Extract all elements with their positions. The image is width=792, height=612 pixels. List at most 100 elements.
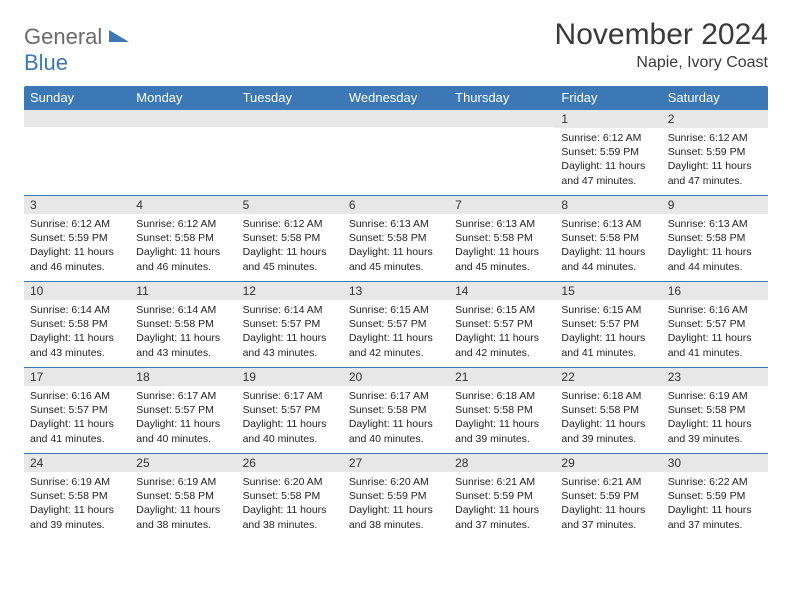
day-number: 28 <box>449 454 555 472</box>
sunset-line: Sunset: 5:57 PM <box>243 403 337 417</box>
calendar-cell: 25Sunrise: 6:19 AMSunset: 5:58 PMDayligh… <box>130 453 236 539</box>
sunrise-line: Sunrise: 6:12 AM <box>561 131 655 145</box>
day-header: Tuesday <box>237 86 343 109</box>
daylight-line: Daylight: 11 hours and 43 minutes. <box>243 331 337 359</box>
logo-sub: Blue <box>24 50 68 75</box>
day-data: Sunrise: 6:20 AMSunset: 5:59 PMDaylight:… <box>343 472 449 534</box>
day-number: 14 <box>449 282 555 300</box>
day-number: 30 <box>662 454 768 472</box>
daylight-line: Daylight: 11 hours and 46 minutes. <box>30 245 124 273</box>
logo-text: General Blue <box>24 24 129 76</box>
day-data: Sunrise: 6:15 AMSunset: 5:57 PMDaylight:… <box>449 300 555 362</box>
day-data: Sunrise: 6:17 AMSunset: 5:58 PMDaylight:… <box>343 386 449 448</box>
sunrise-line: Sunrise: 6:13 AM <box>455 217 549 231</box>
day-number: 17 <box>24 368 130 386</box>
day-number: 29 <box>555 454 661 472</box>
page-header: General Blue November 2024 Napie, Ivory … <box>24 18 768 76</box>
sunset-line: Sunset: 5:57 PM <box>349 317 443 331</box>
day-number: 4 <box>130 196 236 214</box>
calendar-cell <box>24 109 130 195</box>
sunset-line: Sunset: 5:58 PM <box>561 231 655 245</box>
calendar-cell <box>237 109 343 195</box>
calendar-cell: 9Sunrise: 6:13 AMSunset: 5:58 PMDaylight… <box>662 195 768 281</box>
sunrise-line: Sunrise: 6:19 AM <box>668 389 762 403</box>
calendar-week-row: 17Sunrise: 6:16 AMSunset: 5:57 PMDayligh… <box>24 367 768 453</box>
daylight-line: Daylight: 11 hours and 45 minutes. <box>349 245 443 273</box>
sunrise-line: Sunrise: 6:19 AM <box>30 475 124 489</box>
sunset-line: Sunset: 5:58 PM <box>561 403 655 417</box>
calendar-cell <box>343 109 449 195</box>
daylight-line: Daylight: 11 hours and 47 minutes. <box>668 159 762 187</box>
day-data: Sunrise: 6:16 AMSunset: 5:57 PMDaylight:… <box>662 300 768 362</box>
day-data: Sunrise: 6:21 AMSunset: 5:59 PMDaylight:… <box>449 472 555 534</box>
daylight-line: Daylight: 11 hours and 39 minutes. <box>455 417 549 445</box>
sunset-line: Sunset: 5:58 PM <box>30 317 124 331</box>
day-number: 20 <box>343 368 449 386</box>
sunset-line: Sunset: 5:57 PM <box>668 317 762 331</box>
day-number: 6 <box>343 196 449 214</box>
sunrise-line: Sunrise: 6:14 AM <box>243 303 337 317</box>
sunrise-line: Sunrise: 6:21 AM <box>455 475 549 489</box>
calendar-cell: 8Sunrise: 6:13 AMSunset: 5:58 PMDaylight… <box>555 195 661 281</box>
calendar-cell: 12Sunrise: 6:14 AMSunset: 5:57 PMDayligh… <box>237 281 343 367</box>
calendar-cell: 17Sunrise: 6:16 AMSunset: 5:57 PMDayligh… <box>24 367 130 453</box>
daylight-line: Daylight: 11 hours and 45 minutes. <box>243 245 337 273</box>
day-header: Sunday <box>24 86 130 109</box>
sunset-line: Sunset: 5:57 PM <box>136 403 230 417</box>
sunrise-line: Sunrise: 6:17 AM <box>349 389 443 403</box>
day-number: 26 <box>237 454 343 472</box>
day-data: Sunrise: 6:12 AMSunset: 5:59 PMDaylight:… <box>24 214 130 276</box>
sunset-line: Sunset: 5:58 PM <box>136 231 230 245</box>
day-data: Sunrise: 6:22 AMSunset: 5:59 PMDaylight:… <box>662 472 768 534</box>
day-number <box>24 110 130 127</box>
day-data: Sunrise: 6:12 AMSunset: 5:58 PMDaylight:… <box>237 214 343 276</box>
day-number: 2 <box>662 110 768 128</box>
sunrise-line: Sunrise: 6:18 AM <box>455 389 549 403</box>
day-data: Sunrise: 6:16 AMSunset: 5:57 PMDaylight:… <box>24 386 130 448</box>
sunrise-line: Sunrise: 6:16 AM <box>668 303 762 317</box>
calendar-cell: 10Sunrise: 6:14 AMSunset: 5:58 PMDayligh… <box>24 281 130 367</box>
day-number: 1 <box>555 110 661 128</box>
calendar-week-row: 24Sunrise: 6:19 AMSunset: 5:58 PMDayligh… <box>24 453 768 539</box>
sunset-line: Sunset: 5:59 PM <box>668 145 762 159</box>
day-number <box>449 110 555 127</box>
day-data: Sunrise: 6:20 AMSunset: 5:58 PMDaylight:… <box>237 472 343 534</box>
calendar-cell: 6Sunrise: 6:13 AMSunset: 5:58 PMDaylight… <box>343 195 449 281</box>
sunset-line: Sunset: 5:59 PM <box>561 489 655 503</box>
daylight-line: Daylight: 11 hours and 39 minutes. <box>561 417 655 445</box>
sunset-line: Sunset: 5:59 PM <box>561 145 655 159</box>
day-header: Friday <box>555 86 661 109</box>
calendar-cell: 22Sunrise: 6:18 AMSunset: 5:58 PMDayligh… <box>555 367 661 453</box>
day-number: 13 <box>343 282 449 300</box>
daylight-line: Daylight: 11 hours and 39 minutes. <box>30 503 124 531</box>
day-data: Sunrise: 6:19 AMSunset: 5:58 PMDaylight:… <box>130 472 236 534</box>
sunrise-line: Sunrise: 6:19 AM <box>136 475 230 489</box>
calendar-cell: 27Sunrise: 6:20 AMSunset: 5:59 PMDayligh… <box>343 453 449 539</box>
calendar-cell: 28Sunrise: 6:21 AMSunset: 5:59 PMDayligh… <box>449 453 555 539</box>
sunset-line: Sunset: 5:58 PM <box>668 231 762 245</box>
day-number: 11 <box>130 282 236 300</box>
day-data: Sunrise: 6:14 AMSunset: 5:58 PMDaylight:… <box>24 300 130 362</box>
sunrise-line: Sunrise: 6:13 AM <box>349 217 443 231</box>
logo-flag-icon <box>109 31 129 48</box>
daylight-line: Daylight: 11 hours and 47 minutes. <box>561 159 655 187</box>
calendar-week-row: 1Sunrise: 6:12 AMSunset: 5:59 PMDaylight… <box>24 109 768 195</box>
calendar-cell: 29Sunrise: 6:21 AMSunset: 5:59 PMDayligh… <box>555 453 661 539</box>
sunrise-line: Sunrise: 6:17 AM <box>136 389 230 403</box>
daylight-line: Daylight: 11 hours and 39 minutes. <box>668 417 762 445</box>
sunset-line: Sunset: 5:57 PM <box>243 317 337 331</box>
daylight-line: Daylight: 11 hours and 45 minutes. <box>455 245 549 273</box>
daylight-line: Daylight: 11 hours and 41 minutes. <box>561 331 655 359</box>
sunset-line: Sunset: 5:58 PM <box>243 231 337 245</box>
day-header: Monday <box>130 86 236 109</box>
daylight-line: Daylight: 11 hours and 44 minutes. <box>668 245 762 273</box>
day-data: Sunrise: 6:13 AMSunset: 5:58 PMDaylight:… <box>662 214 768 276</box>
calendar-week-row: 3Sunrise: 6:12 AMSunset: 5:59 PMDaylight… <box>24 195 768 281</box>
sunset-line: Sunset: 5:59 PM <box>349 489 443 503</box>
calendar-cell: 3Sunrise: 6:12 AMSunset: 5:59 PMDaylight… <box>24 195 130 281</box>
day-data: Sunrise: 6:15 AMSunset: 5:57 PMDaylight:… <box>343 300 449 362</box>
calendar-table: Sunday Monday Tuesday Wednesday Thursday… <box>24 86 768 539</box>
sunset-line: Sunset: 5:59 PM <box>30 231 124 245</box>
day-header: Saturday <box>662 86 768 109</box>
daylight-line: Daylight: 11 hours and 40 minutes. <box>349 417 443 445</box>
